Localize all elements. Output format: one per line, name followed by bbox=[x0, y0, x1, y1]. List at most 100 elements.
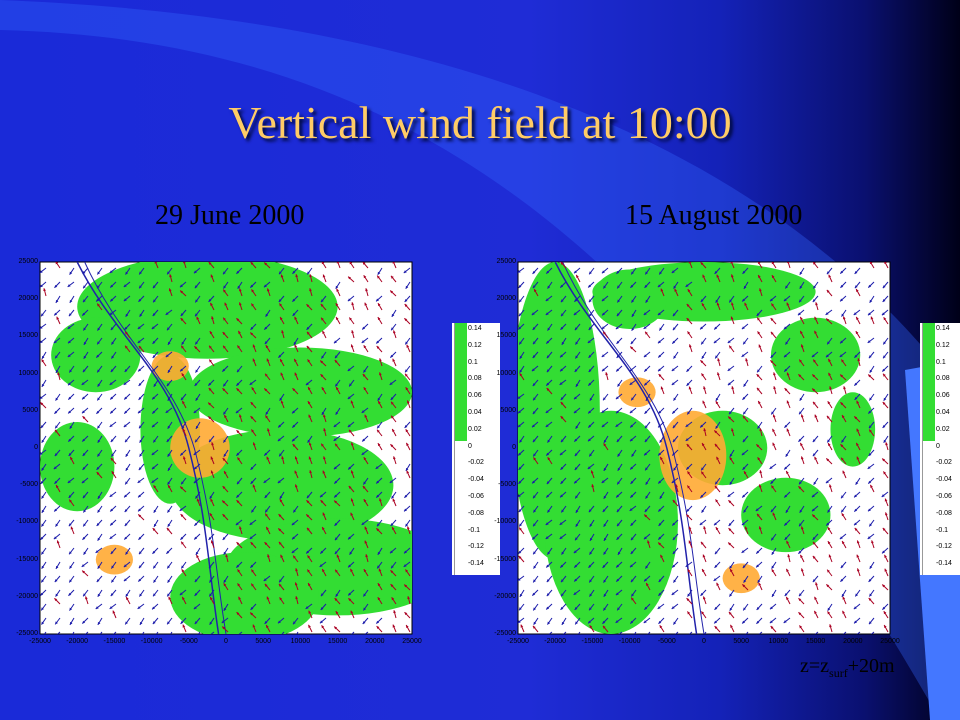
wind-vector-head bbox=[138, 494, 142, 498]
wind-vector-head bbox=[644, 425, 648, 429]
wind-vector-head bbox=[769, 606, 773, 610]
wind-vector-head bbox=[645, 565, 649, 569]
wind-vector-head bbox=[292, 536, 295, 540]
wind-vector-head bbox=[167, 523, 171, 527]
wind-vector-head bbox=[110, 551, 114, 555]
wind-vector-head bbox=[223, 271, 226, 275]
wind-vector-head bbox=[533, 579, 536, 583]
wind-vector-head bbox=[320, 374, 324, 378]
colorbar-swatch bbox=[922, 373, 935, 391]
wind-vector-head bbox=[519, 527, 522, 531]
wind-vector-head bbox=[854, 285, 858, 289]
wind-vector-head bbox=[743, 579, 747, 583]
wind-vector-head bbox=[531, 368, 535, 372]
wind-vector-head bbox=[40, 284, 43, 288]
wind-vector-head bbox=[334, 500, 338, 504]
wind-vector-head bbox=[153, 565, 156, 569]
colorbar-label: 0.12 bbox=[468, 341, 482, 349]
wind-vector-head bbox=[250, 466, 254, 470]
wind-vector bbox=[281, 631, 285, 634]
wind-vector-head bbox=[617, 481, 620, 485]
wind-vector-head bbox=[629, 564, 633, 568]
wind-vector-head bbox=[701, 471, 705, 475]
wind-vector-head bbox=[222, 500, 226, 504]
wind-vector-head bbox=[601, 298, 605, 302]
colorbar-label: 0.02 bbox=[468, 425, 482, 433]
wind-vector-head bbox=[180, 486, 184, 490]
wind-vector-head bbox=[55, 593, 59, 597]
wind-vector-head bbox=[348, 429, 352, 433]
wind-vector-head bbox=[532, 411, 536, 415]
wind-vector-head bbox=[730, 274, 734, 278]
wind-vector-head bbox=[630, 579, 634, 583]
wind-vector-head bbox=[390, 275, 394, 279]
wind-vector-head bbox=[377, 443, 381, 447]
wind-vector-head bbox=[534, 289, 537, 293]
wind-vector-head bbox=[588, 369, 592, 372]
wind-vector-head bbox=[68, 592, 72, 596]
wind-vector-head bbox=[727, 494, 731, 497]
wind-vector-head bbox=[182, 400, 185, 404]
wind-vector-head bbox=[125, 453, 129, 457]
wind-vector-head bbox=[869, 397, 873, 401]
wind-vector-head bbox=[784, 466, 788, 470]
wind-vector bbox=[43, 631, 47, 634]
wind-vector-head bbox=[800, 344, 804, 348]
wind-vector-head bbox=[798, 438, 802, 442]
wind-vector-head bbox=[280, 372, 284, 376]
wind-vector-head bbox=[193, 452, 197, 455]
wind-vector-head bbox=[152, 606, 155, 610]
colorbar-label: 0 bbox=[936, 442, 940, 450]
wind-vector-head bbox=[560, 480, 564, 484]
wind-vector-head bbox=[783, 354, 787, 358]
wind-vector-head bbox=[727, 368, 731, 371]
wind-vector-head bbox=[573, 312, 577, 316]
wind-vector-head bbox=[589, 593, 593, 597]
wind-vector-head bbox=[41, 359, 45, 363]
wind-vector-head bbox=[630, 480, 634, 484]
wind-vector-head bbox=[138, 396, 142, 400]
colorbar-swatch bbox=[454, 507, 467, 525]
wind-vector-head bbox=[363, 457, 367, 461]
wind-vector-head bbox=[57, 372, 61, 376]
wind-vector-head bbox=[700, 360, 704, 364]
wind-vector-head bbox=[827, 541, 831, 545]
wind-vector-head bbox=[769, 466, 773, 469]
wind-vector-head bbox=[630, 522, 634, 526]
wind-vector-head bbox=[82, 635, 85, 638]
wind-vector-head bbox=[839, 354, 843, 357]
wind-vector-head bbox=[350, 470, 354, 474]
wind-vector-head bbox=[853, 312, 857, 315]
wind-vector-head bbox=[658, 508, 662, 512]
colorbar-label: 0.14 bbox=[468, 325, 482, 332]
wind-vector-head bbox=[292, 388, 296, 392]
colorbar-swatch bbox=[922, 407, 935, 424]
wind-vector-head bbox=[784, 494, 788, 498]
wind-vector-head bbox=[615, 620, 619, 623]
wind-vector-head bbox=[53, 466, 57, 470]
y-tick-label: 10000 bbox=[496, 369, 516, 377]
wind-vector-head bbox=[124, 509, 128, 512]
wind-vector-head bbox=[40, 340, 43, 344]
x-tick-label: 10000 bbox=[768, 638, 789, 645]
wind-vector-head bbox=[333, 340, 337, 344]
wind-map-panel-left: 25000 20000 15000 10000 5000 0 -5000 -10000 -150… bbox=[0, 250, 470, 650]
wind-vector-head bbox=[870, 484, 873, 488]
wind-vector-head bbox=[799, 285, 803, 289]
wind-vector-head bbox=[278, 354, 282, 358]
wind-vector-head bbox=[180, 620, 184, 624]
wind-vector-head bbox=[785, 341, 789, 345]
wind-vector-head bbox=[280, 554, 284, 558]
wind-vector-head bbox=[167, 565, 171, 569]
wind-vector-head bbox=[686, 514, 690, 518]
wind-vector-head bbox=[757, 425, 761, 429]
wind-vector-head bbox=[813, 285, 817, 289]
wind-vector-head bbox=[211, 442, 214, 446]
x-tick-label: 10000 bbox=[290, 638, 311, 645]
wind-vector-head bbox=[392, 498, 396, 502]
wind-vector-head bbox=[390, 584, 394, 588]
wind-vector-head bbox=[365, 288, 368, 292]
wind-vector-head bbox=[334, 355, 338, 359]
wind-vector-head bbox=[138, 565, 142, 569]
wind-vector-head bbox=[250, 606, 254, 610]
